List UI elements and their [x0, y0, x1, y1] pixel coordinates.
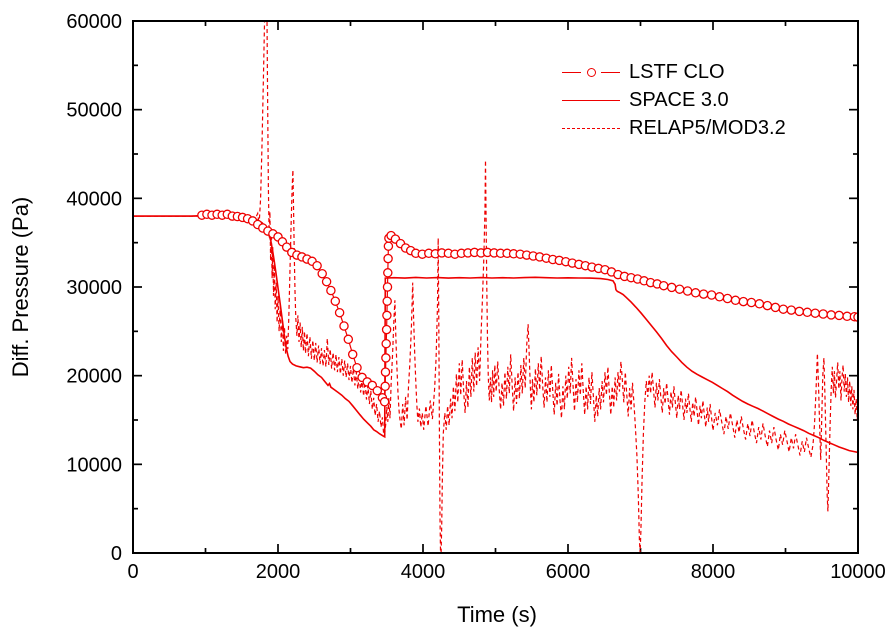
lstf-clo-marker	[762, 300, 773, 311]
lstf-clo-marker	[380, 367, 391, 377]
lstf-clo-marker	[682, 286, 693, 296]
lstf-clo-marker	[666, 282, 677, 293]
lstf-clo-marker	[754, 299, 765, 309]
lstf-clo-marker	[818, 309, 828, 319]
lstf-clo-marker	[347, 349, 358, 360]
y-tick-label: 10000	[66, 454, 122, 476]
lstf-clo-marker	[853, 312, 857, 322]
lstf-clo-marker	[770, 302, 781, 313]
lstf-clo-marker	[722, 293, 733, 304]
lstf-clo-marker	[383, 253, 393, 264]
x-tick-label: 6000	[546, 561, 591, 583]
lstf-clo-marker	[730, 295, 741, 306]
lstf-clo-marker	[383, 268, 393, 278]
y-tick-label: 50000	[66, 100, 122, 122]
y-axis-title: Diff. Pressure (Pa)	[8, 196, 33, 378]
lstf-clo-marker	[339, 321, 349, 331]
lstf-clo-marker	[383, 241, 394, 251]
legend-label-relap5: RELAP5/MOD3.2	[629, 116, 786, 139]
lstf-clo-marker	[372, 385, 383, 396]
x-tick-label: 8000	[691, 561, 736, 583]
lstf-clo-marker	[352, 362, 362, 373]
lstf-clo-marker	[343, 334, 354, 345]
x-tick-label: 10000	[830, 561, 886, 583]
lstf-clo-marker	[321, 276, 332, 287]
y-tick-label: 0	[111, 543, 122, 565]
lstf-clo-marker	[794, 306, 805, 317]
lstf-clo-line-circle-sample-icon	[562, 67, 620, 77]
lstf-clo-marker	[778, 304, 789, 314]
lstf-clo-marker	[312, 260, 322, 271]
lstf-clo-marker	[326, 285, 336, 296]
legend-entry-space: SPACE 3.0	[562, 86, 786, 114]
lstf-clo-marker	[738, 296, 749, 307]
lstf-clo-marker	[706, 290, 717, 300]
lstf-clo-marker	[746, 297, 757, 308]
series-group	[134, 22, 857, 552]
lstf-clo-marker	[810, 308, 820, 318]
series-line-1	[134, 214, 857, 454]
lstf-clo-marker	[826, 310, 836, 320]
x-axis-title: Time (s)	[457, 602, 537, 627]
y-tick-label: 60000	[66, 11, 122, 33]
x-tick-label: 4000	[401, 561, 446, 583]
legend: LSTF CLO SPACE 3.0 RELAP5/MOD3.2	[562, 58, 786, 142]
lstf-clo-marker	[698, 289, 709, 299]
lstf-clo-marker	[658, 280, 669, 291]
y-tick-label: 40000	[66, 188, 122, 210]
lstf-clo-marker	[380, 381, 390, 392]
lstf-clo-marker	[834, 310, 844, 321]
lstf-clo-marker	[802, 307, 813, 318]
lstf-clo-marker	[786, 305, 797, 315]
space-solid-line-sample-icon	[562, 99, 620, 101]
legend-entry-lstf-clo: LSTF CLO	[562, 58, 786, 86]
lstf-clo-marker	[382, 282, 393, 292]
lstf-clo-marker	[317, 268, 327, 279]
y-tick-label: 20000	[66, 366, 122, 388]
lstf-clo-marker	[382, 296, 392, 306]
lstf-clo-marker	[381, 324, 392, 335]
x-tick-label: 0	[127, 561, 138, 583]
lstf-clo-marker	[334, 307, 345, 318]
lstf-clo-marker	[330, 296, 341, 306]
legend-entry-relap5: RELAP5/MOD3.2	[562, 114, 786, 142]
lstf-clo-marker	[690, 288, 701, 298]
y-tick-label: 30000	[66, 277, 122, 299]
lstf-clo-marker	[381, 338, 391, 349]
lstf-clo-marker	[714, 292, 725, 302]
relap5-dashed-line-sample-icon	[562, 127, 620, 129]
x-tick-label: 2000	[256, 561, 301, 583]
lstf-clo-marker	[674, 284, 685, 294]
legend-label-space: SPACE 3.0	[629, 88, 729, 111]
lstf-clo-marker	[379, 397, 390, 407]
legend-label-lstf-clo: LSTF CLO	[629, 60, 725, 83]
series-line-2	[134, 22, 857, 552]
lstf-clo-marker	[382, 310, 392, 321]
lstf-clo-marker	[381, 353, 391, 363]
